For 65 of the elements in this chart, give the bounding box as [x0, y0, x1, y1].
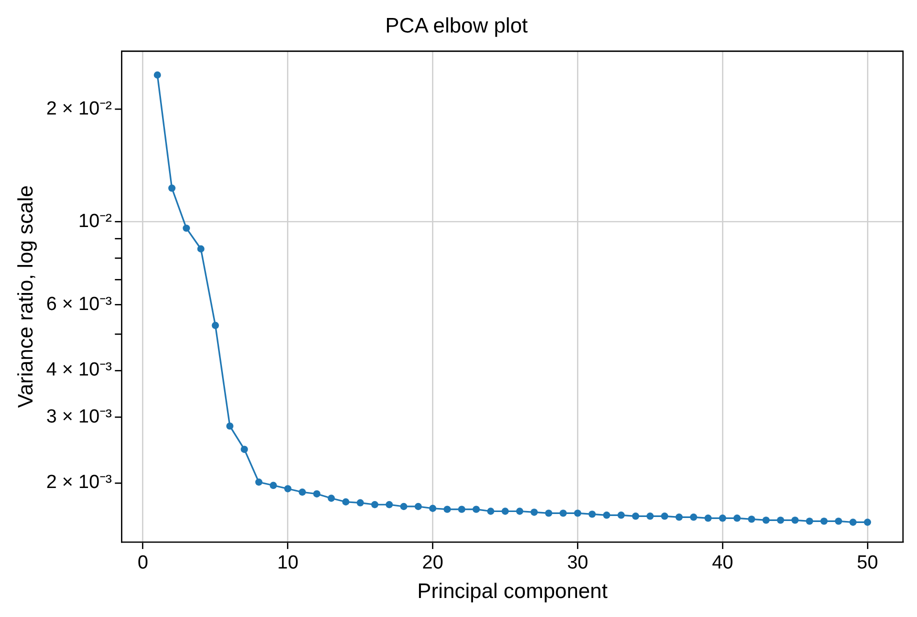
point	[328, 494, 335, 502]
point	[718, 514, 726, 522]
point	[762, 516, 770, 524]
point	[748, 516, 756, 523]
point	[400, 502, 408, 510]
y-tick-label: 2 × 10⁻³	[46, 472, 112, 494]
point	[834, 518, 842, 525]
x-tick-label: 40	[712, 552, 734, 574]
x-tick-label: 30	[567, 552, 588, 574]
point	[487, 508, 494, 515]
y-tick-label: 3 × 10⁻³	[46, 406, 112, 428]
point	[849, 518, 857, 526]
y-axis-title: Variance ratio, log scale	[14, 185, 38, 408]
point	[458, 506, 466, 513]
point	[516, 508, 524, 515]
point	[661, 512, 668, 520]
point	[298, 488, 306, 496]
x-axis-title: Principal component	[417, 580, 608, 604]
point	[545, 510, 552, 517]
x-tick-label: 0	[138, 552, 148, 574]
point	[603, 512, 610, 519]
point	[791, 516, 799, 524]
point	[646, 512, 654, 520]
point	[574, 510, 582, 517]
point	[414, 502, 422, 510]
point	[806, 518, 814, 525]
point	[356, 499, 364, 506]
y-tick-label: 4 × 10⁻³	[46, 360, 112, 381]
point	[154, 71, 161, 79]
point	[676, 514, 683, 521]
x-tick-label: 50	[856, 552, 878, 574]
point	[632, 512, 640, 520]
point	[342, 498, 350, 506]
y-tick-label: 2 × 10⁻²	[46, 98, 112, 120]
point	[588, 510, 596, 518]
point	[618, 512, 625, 519]
point	[776, 516, 784, 524]
point	[313, 490, 320, 498]
point	[284, 485, 292, 492]
point	[212, 322, 219, 329]
point	[820, 518, 828, 525]
point	[733, 514, 741, 522]
point	[168, 184, 176, 192]
point	[240, 446, 248, 453]
point	[226, 422, 234, 430]
point	[182, 224, 190, 232]
chart-title: PCA elbow plot	[385, 14, 528, 38]
point	[429, 504, 436, 512]
point	[502, 508, 509, 515]
point	[560, 510, 567, 517]
point	[371, 501, 378, 508]
y-tick-label: 10⁻²	[78, 210, 112, 232]
point	[444, 506, 451, 513]
point	[472, 506, 480, 513]
point	[530, 508, 538, 516]
y-tick-label: 6 × 10⁻³	[46, 294, 112, 315]
x-tick-label: 20	[422, 552, 444, 574]
point	[690, 514, 698, 521]
point	[386, 501, 393, 508]
point	[197, 245, 204, 252]
point	[704, 514, 712, 522]
point	[864, 518, 872, 526]
point	[255, 478, 262, 486]
x-tick-label: 10	[277, 552, 298, 574]
point	[270, 482, 277, 490]
